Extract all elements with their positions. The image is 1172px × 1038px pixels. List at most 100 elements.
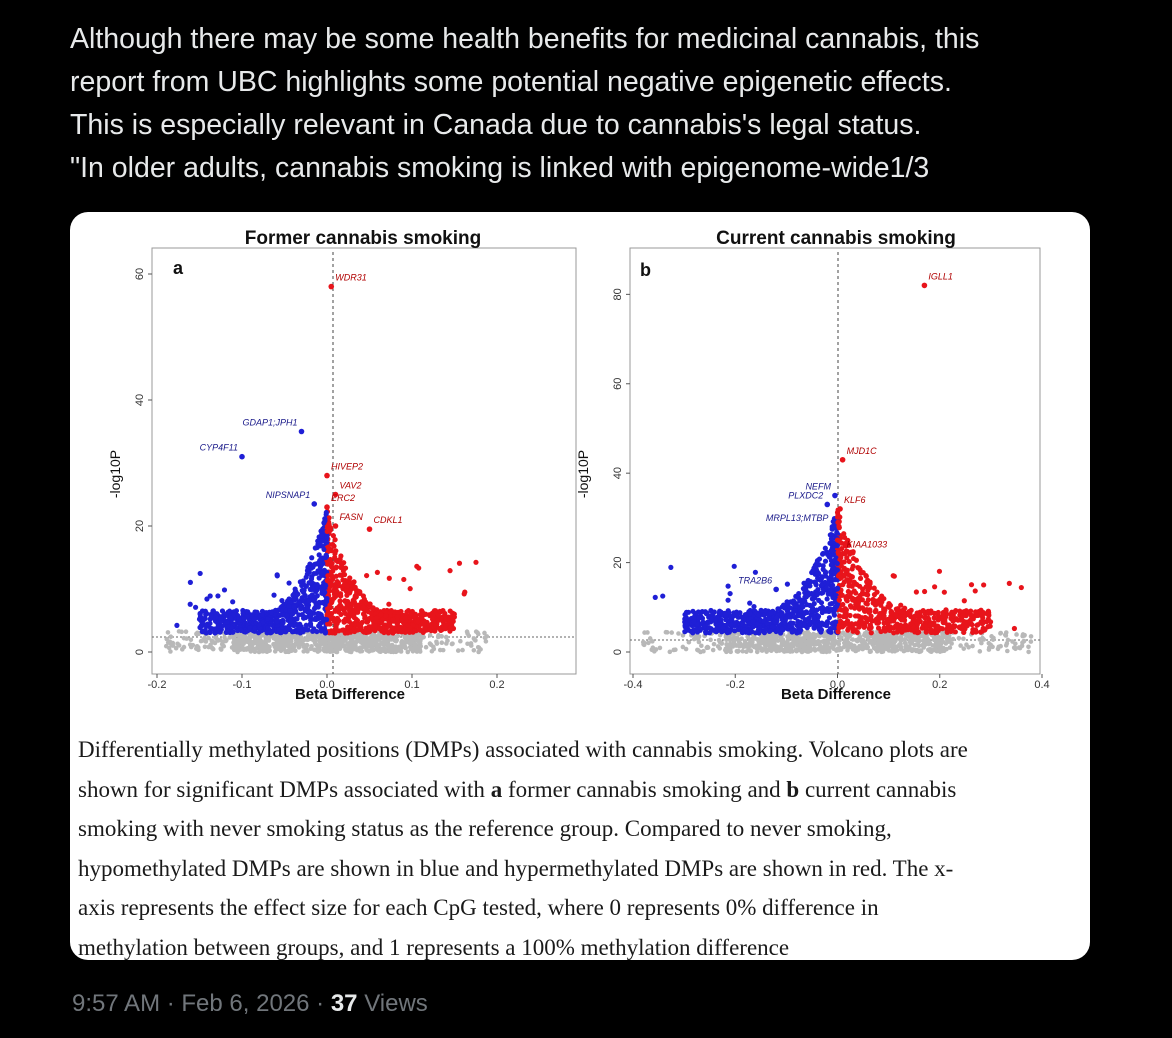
hyper-point bbox=[415, 619, 421, 625]
caption-text: smoking with never smoking status as the… bbox=[78, 816, 892, 841]
ns-point bbox=[1012, 645, 1018, 651]
tweet-image[interactable]: Former cannabis smoking a Beta Differenc… bbox=[70, 212, 1090, 960]
hyper-point bbox=[386, 575, 392, 581]
hyper-point bbox=[331, 543, 337, 549]
hyper-point bbox=[935, 617, 941, 623]
ns-point bbox=[385, 643, 391, 649]
hyper-point bbox=[357, 589, 363, 595]
hyper-point bbox=[450, 625, 457, 632]
hypo-point bbox=[775, 606, 781, 612]
ns-point bbox=[190, 642, 196, 648]
ns-point bbox=[383, 635, 389, 640]
ns-point bbox=[471, 647, 477, 653]
ns-point bbox=[1010, 639, 1015, 644]
hyper-point bbox=[898, 602, 904, 608]
ns-point bbox=[785, 637, 791, 643]
ns-point bbox=[826, 646, 832, 652]
hypo-point bbox=[187, 579, 193, 585]
ns-point bbox=[715, 644, 721, 649]
hypo-point bbox=[831, 612, 838, 618]
hyper-point bbox=[925, 615, 931, 621]
labeled-point bbox=[324, 472, 330, 479]
hyper-point bbox=[450, 614, 456, 621]
caption-text: former cannabis smoking and bbox=[502, 776, 787, 802]
hyper-point bbox=[893, 612, 899, 619]
ns-point bbox=[777, 645, 782, 651]
hypo-point bbox=[294, 616, 300, 622]
hypo-point bbox=[792, 603, 798, 609]
ns-point bbox=[880, 645, 886, 651]
hyper-point bbox=[345, 630, 351, 636]
views-count: 37 bbox=[330, 990, 358, 1017]
hypo-point bbox=[230, 628, 236, 635]
y-tick-label: 40 bbox=[134, 394, 146, 406]
hyper-point bbox=[857, 583, 863, 589]
ns-point bbox=[1014, 632, 1019, 637]
hypo-point bbox=[197, 624, 203, 631]
hypo-point bbox=[803, 582, 809, 589]
ns-point bbox=[1003, 630, 1009, 635]
hypo-point bbox=[815, 571, 821, 577]
hyper-point bbox=[334, 579, 340, 585]
hyper-point bbox=[968, 582, 975, 588]
hypo-point bbox=[716, 610, 722, 616]
hyper-point bbox=[330, 576, 336, 582]
hypo-point bbox=[286, 580, 292, 586]
hypo-point bbox=[323, 509, 329, 516]
ns-point bbox=[986, 647, 992, 652]
tweet-time[interactable]: 9:57 AM bbox=[72, 990, 161, 1017]
ns-point bbox=[473, 629, 479, 634]
hyper-point bbox=[408, 611, 414, 618]
hypo-point bbox=[747, 610, 753, 617]
ns-point bbox=[164, 636, 170, 642]
ns-point bbox=[927, 648, 933, 654]
hyper-point bbox=[333, 624, 339, 630]
ns-point bbox=[1005, 637, 1011, 643]
hypo-point bbox=[815, 613, 822, 619]
hypo-point bbox=[319, 533, 325, 539]
ns-point bbox=[970, 643, 975, 649]
scrollbar[interactable] bbox=[1156, 0, 1166, 1038]
hyper-point bbox=[950, 618, 956, 624]
hypo-point bbox=[718, 616, 724, 623]
hyper-point bbox=[339, 564, 345, 570]
ns-point bbox=[791, 637, 796, 642]
panel-b-points bbox=[640, 507, 1034, 655]
ns-point bbox=[280, 641, 285, 647]
tweet-date[interactable]: Feb 6, 2026 bbox=[181, 990, 310, 1017]
hypo-point bbox=[818, 582, 825, 588]
hypo-point bbox=[298, 628, 305, 634]
ns-point bbox=[361, 644, 366, 650]
ns-point bbox=[653, 647, 659, 652]
labeled-point bbox=[332, 523, 339, 529]
gene-label: PLXDC2 bbox=[788, 490, 823, 500]
ns-point bbox=[389, 637, 394, 642]
hyper-point bbox=[867, 608, 873, 615]
ns-point bbox=[923, 634, 928, 640]
ns-point bbox=[248, 632, 253, 637]
tweet-line: This is especially relevant in Canada du… bbox=[70, 109, 922, 141]
ns-point bbox=[913, 637, 919, 643]
hypo-point bbox=[683, 609, 690, 615]
hyper-point bbox=[361, 596, 367, 602]
ns-point bbox=[273, 636, 279, 642]
caption-text: current cannabis bbox=[799, 776, 957, 802]
hypo-point bbox=[264, 616, 271, 622]
hyper-point bbox=[899, 617, 905, 623]
ns-point bbox=[393, 636, 399, 642]
ns-point bbox=[407, 640, 413, 646]
hyper-point bbox=[834, 537, 841, 543]
hypo-point bbox=[322, 589, 328, 595]
hyper-point bbox=[900, 627, 906, 633]
ns-point bbox=[215, 638, 221, 643]
hyper-point bbox=[854, 629, 860, 635]
ns-point bbox=[163, 643, 169, 649]
hyper-point bbox=[951, 623, 957, 629]
ns-point bbox=[391, 646, 397, 651]
hypo-point bbox=[294, 629, 300, 635]
hypo-point bbox=[324, 535, 330, 541]
hyper-point bbox=[863, 572, 869, 579]
hypo-point bbox=[313, 602, 319, 608]
ns-point bbox=[927, 639, 932, 645]
hyper-point bbox=[372, 623, 378, 629]
